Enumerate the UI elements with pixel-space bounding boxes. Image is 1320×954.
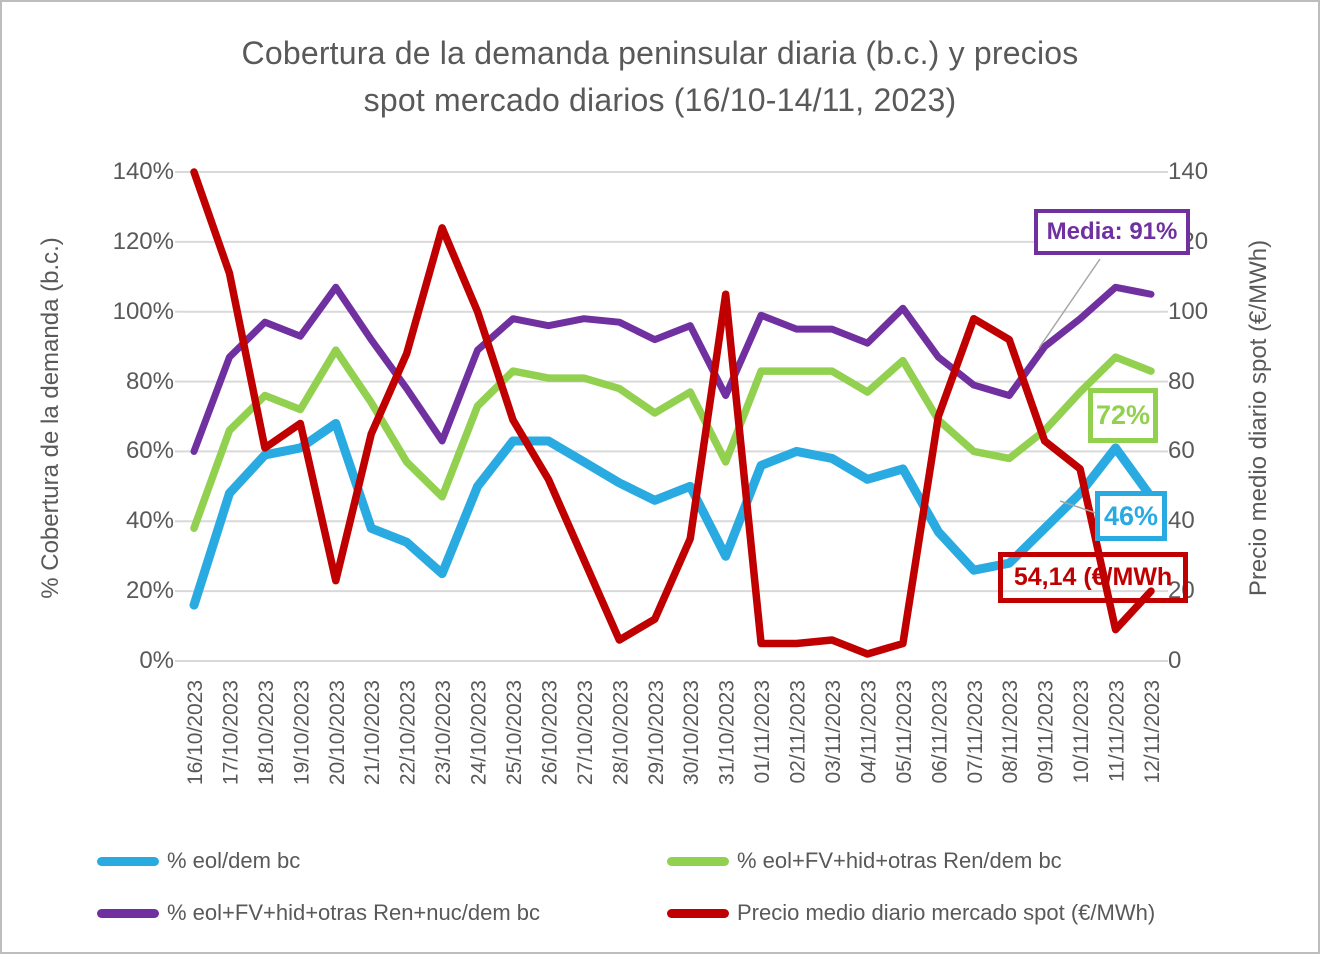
x-axis-label: 22/10/2023 — [397, 680, 420, 785]
left-axis-title: % Cobertura de la demanda (b.c.) — [37, 237, 64, 599]
x-axis-label: 12/11/2023 — [1141, 680, 1164, 784]
left-axis-tick-label: 80% — [125, 367, 174, 395]
annotation-price-mean-text: 54,14 (€/MWh — [1013, 563, 1173, 591]
x-axis-label: 09/11/2023 — [1035, 680, 1058, 784]
legend-marker-green — [667, 856, 729, 866]
annotation-green-mean-72-text: 72% — [1095, 400, 1151, 430]
annotation-price-mean: 54,14 (€/MWh — [998, 552, 1188, 603]
series-line-0 — [189, 418, 1156, 610]
right-axis-tick-label: 40 — [1168, 507, 1195, 535]
legend-marker-purple — [97, 908, 159, 918]
x-axis-label: 06/11/2023 — [928, 680, 951, 784]
legend-item-renovables: % eol+FV+hid+otras Ren/dem bc — [667, 847, 1062, 875]
x-axis-label: 04/11/2023 — [857, 680, 880, 784]
x-axis-label: 28/10/2023 — [609, 680, 632, 785]
legend-item-ren-nuc: % eol+FV+hid+otras Ren+nuc/dem bc — [97, 899, 540, 927]
left-axis-tick-label: 0% — [139, 647, 174, 674]
annotation-blue-mean-46: 46% — [1095, 491, 1167, 541]
x-axis-label: 18/10/2023 — [255, 680, 278, 785]
x-axis-label: 03/11/2023 — [822, 680, 845, 784]
x-axis-label: 30/10/2023 — [680, 680, 703, 785]
x-axis-label: 07/11/2023 — [964, 680, 987, 784]
x-axis-label: 29/10/2023 — [645, 680, 668, 785]
series-line-2 — [190, 283, 1155, 455]
legend-label-renovables: % eol+FV+hid+otras Ren/dem bc — [737, 848, 1062, 873]
legend-marker-red — [667, 908, 729, 918]
x-axis-label: 05/11/2023 — [893, 680, 916, 784]
x-axis-label: 02/11/2023 — [787, 680, 810, 784]
right-axis-title: Precio medio diario spot (€/MWh) — [1245, 240, 1272, 596]
x-axis-label: 23/10/2023 — [432, 680, 455, 785]
right-axis-tick-label: 100 — [1168, 297, 1209, 325]
chart-title-line1: Cobertura de la demanda peninsular diari… — [241, 35, 1079, 71]
x-axis-label: 27/10/2023 — [574, 680, 597, 785]
chart-title: Cobertura de la demanda peninsular diari… — [2, 30, 1318, 124]
annotation-leader-line — [1059, 500, 1100, 515]
x-axis-label: 26/10/2023 — [538, 680, 561, 785]
annotation-green-mean-72: 72% — [1088, 388, 1158, 443]
x-axis-label: 20/10/2023 — [326, 680, 349, 785]
x-axis-label: 08/11/2023 — [999, 680, 1022, 784]
legend-item-eol: % eol/dem bc — [97, 847, 300, 875]
x-axis-label: 31/10/2023 — [716, 680, 739, 785]
right-axis-tick-label: 60 — [1168, 437, 1195, 465]
left-axis-tick-label: 100% — [112, 297, 174, 325]
annotation-leader-line — [1038, 258, 1101, 349]
x-axis-label: 17/10/2023 — [219, 680, 242, 785]
series-line-1 — [190, 346, 1155, 533]
left-axis-tick-label: 120% — [112, 227, 174, 255]
left-axis-tick-label: 140% — [112, 158, 174, 185]
annotation-blue-mean-46-text: 46% — [1103, 500, 1159, 531]
left-axis-tick-label: 40% — [125, 507, 174, 535]
annotation-media-91-text: Media: 91% — [1046, 218, 1178, 245]
legend-item-precio: Precio medio diario mercado spot (€/MWh) — [667, 899, 1155, 927]
annotation-media-91: Media: 91% — [1034, 209, 1190, 255]
legend-label-eol: % eol/dem bc — [167, 848, 301, 873]
x-axis-label: 25/10/2023 — [503, 680, 526, 785]
left-axis-tick-label: 20% — [125, 577, 174, 605]
x-axis-label: 11/11/2023 — [1106, 680, 1129, 782]
legend-label-ren-nuc: % eol+FV+hid+otras Ren+nuc/dem bc — [167, 900, 541, 925]
right-axis-tick-label: 140 — [1168, 158, 1209, 185]
left-axis-tick-label: 60% — [125, 437, 174, 465]
x-axis-label: 10/11/2023 — [1070, 680, 1093, 784]
x-axis-label: 01/11/2023 — [751, 680, 774, 784]
x-axis-label: 24/10/2023 — [468, 680, 491, 785]
legend-marker-blue — [97, 856, 159, 866]
legend-label-precio: Precio medio diario mercado spot (€/MWh) — [737, 900, 1156, 925]
x-axis-label: 21/10/2023 — [361, 680, 384, 785]
chart-title-line2: spot mercado diarios (16/10-14/11, 2023) — [363, 82, 957, 118]
x-axis-label: 19/10/2023 — [290, 680, 313, 785]
right-axis-tick-label: 0 — [1168, 647, 1182, 674]
series-line-3 — [190, 168, 1155, 658]
x-axis-label: 16/10/2023 — [184, 680, 207, 785]
right-axis-tick-label: 80 — [1168, 367, 1195, 395]
